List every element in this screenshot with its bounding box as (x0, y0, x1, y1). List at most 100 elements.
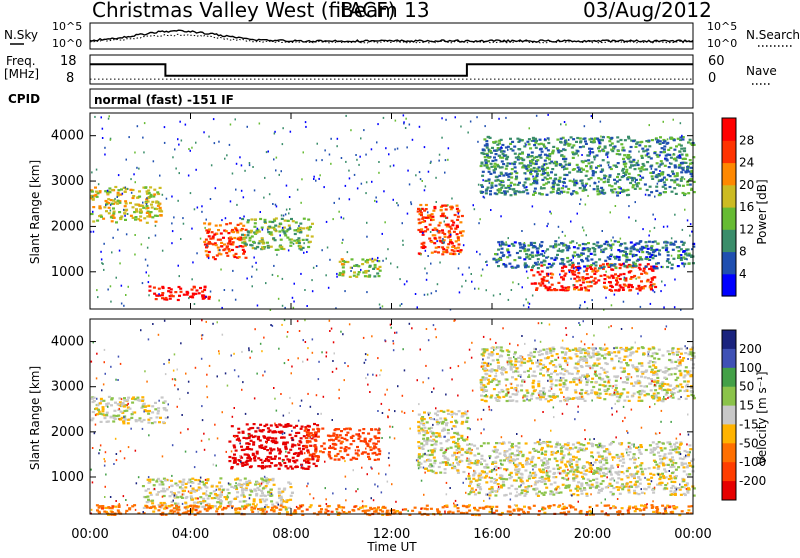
power-noise-cell (478, 222, 480, 224)
power-noise-cell (327, 247, 329, 249)
power-echo-cell (671, 170, 674, 172)
power-noise-cell (563, 169, 565, 171)
power-noise-cell (689, 235, 691, 237)
velocity-echo-cell (623, 367, 626, 369)
velocity-echo-cell (612, 487, 615, 489)
velocity-echo-cell (483, 466, 486, 468)
power-echo-cell (680, 180, 683, 182)
velocity-echo-cell (620, 485, 623, 487)
power-echo-cell (172, 295, 175, 297)
power-noise-cell (419, 171, 421, 173)
power-echo-cell (217, 229, 220, 231)
power-noise-cell (341, 216, 343, 218)
power-echo-cell (649, 286, 652, 288)
velocity-echo-cell (617, 399, 620, 401)
velocity-echo-cell (641, 365, 644, 367)
power-echo-cell (155, 202, 158, 204)
velocity-echo-cell (320, 445, 323, 447)
power-echo-cell (661, 173, 664, 175)
velocity-echo-cell (233, 446, 236, 448)
power-echo-cell (590, 276, 593, 278)
power-echo-cell (353, 265, 356, 267)
power-noise-cell (313, 176, 315, 178)
power-echo-cell (683, 263, 686, 265)
power-echo-cell (561, 251, 564, 253)
power-noise-cell (564, 235, 566, 237)
power-echo-cell (571, 146, 574, 148)
power-echo-cell (441, 246, 444, 248)
power-noise-cell (459, 291, 461, 293)
power-noise-cell (390, 263, 392, 265)
power-noise-cell (91, 171, 93, 173)
velocity-echo-cell (418, 453, 421, 455)
velocity-echo-cell (356, 446, 359, 448)
power-echo-cell (617, 249, 620, 251)
power-noise-cell (236, 163, 238, 165)
power-noise-cell (600, 121, 602, 123)
power-echo-cell (230, 238, 233, 240)
power-noise-cell (221, 219, 223, 221)
power-noise-cell (462, 274, 464, 276)
power-echo-cell (615, 284, 618, 286)
power-echo-cell (553, 289, 556, 291)
power-noise-cell (279, 223, 281, 225)
power-echo-cell (216, 254, 219, 256)
power-noise-cell (300, 202, 302, 204)
velocity-echo-cell (279, 451, 282, 453)
power-noise-cell (481, 275, 483, 277)
power-noise-cell (661, 266, 663, 268)
velocity-echo-cell (429, 430, 432, 432)
power-echo-cell (149, 285, 152, 287)
velocity-echo-cell (526, 488, 529, 490)
power-noise-cell (177, 138, 179, 140)
power-echo-cell (577, 262, 580, 264)
power-echo-cell (564, 266, 567, 268)
velocity-echo-cell (549, 362, 552, 364)
velocity-echo-cell (628, 491, 631, 493)
velocity-echo-cell (598, 461, 601, 463)
velocity-echo-cell (417, 464, 420, 466)
velocity-echo-cell (575, 384, 578, 386)
power-noise-cell (195, 169, 197, 171)
power-noise-cell (658, 179, 660, 181)
velocity-echo-cell (340, 447, 343, 449)
velocity-echo-cell (540, 459, 543, 461)
power-echo-cell (646, 161, 649, 163)
velocity-echo-cell (334, 455, 337, 457)
power-echo-cell (489, 193, 492, 195)
power-echo-cell (108, 187, 111, 189)
power-echo-cell (633, 164, 636, 166)
power-echo-cell (686, 184, 689, 186)
power-echo-cell (596, 138, 599, 140)
power-noise-cell (145, 259, 147, 261)
velocity-echo-cell (633, 490, 636, 492)
power-echo-cell (490, 166, 493, 168)
power-echo-cell (639, 241, 642, 243)
freq-tick-18: 18 (60, 54, 77, 69)
power-echo-cell (525, 256, 528, 258)
velocity-echo-cell (434, 413, 437, 415)
power-noise-cell (543, 260, 545, 262)
power-echo-cell (178, 286, 181, 288)
velocity-echo-cell (469, 491, 472, 493)
velocity-echo-cell (480, 395, 483, 397)
power-noise-cell (249, 164, 251, 166)
velocity-echo-cell (560, 453, 563, 455)
velocity-echo-cell (617, 477, 620, 479)
velocity-echo-cell (270, 449, 273, 451)
power-echo-cell (605, 287, 608, 289)
power-echo-cell (446, 246, 449, 248)
power-echo-cell (629, 289, 632, 291)
velocity-echo-cell (457, 443, 460, 445)
power-echo-cell (484, 180, 487, 182)
power-echo-cell (494, 168, 497, 170)
power-noise-cell (682, 229, 684, 231)
velocity-echo-cell (248, 443, 251, 445)
power-noise-cell (474, 288, 476, 290)
velocity-echo-cell (508, 441, 511, 443)
power-echo-cell (502, 153, 505, 155)
power-echo-cell (253, 226, 256, 228)
power-noise-cell (602, 230, 604, 232)
power-echo-cell (634, 263, 637, 265)
power-echo-cell (584, 189, 587, 191)
